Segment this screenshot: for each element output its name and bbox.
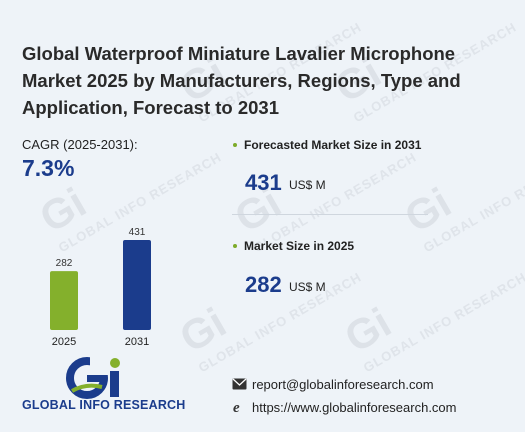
category-label: 2031: [125, 336, 149, 348]
watermark: Gi GLOBAL INFO RESEARCH: [336, 269, 525, 376]
bullet-icon: [233, 143, 237, 147]
bar-value-label: 282: [56, 258, 73, 269]
divider: [232, 214, 428, 215]
logo-mark-icon: [66, 357, 120, 399]
watermark: Gi GLOBAL INFO RESEARCH: [396, 149, 525, 256]
current-label: Market Size in 2025: [244, 239, 355, 253]
cagr-value: 7.3%: [22, 155, 75, 181]
bar-value-label: 431: [129, 227, 146, 238]
current-unit: US$ M: [289, 280, 326, 294]
bar-chart: 282 2025 431 2031: [50, 227, 151, 348]
cagr-label: CAGR (2025-2031):: [22, 137, 138, 152]
website-link[interactable]: https://www.globalinforesearch.com: [252, 400, 457, 415]
current-value: 282: [245, 272, 282, 297]
category-label: 2025: [52, 336, 76, 348]
email-link[interactable]: report@globalinforesearch.com: [252, 377, 434, 392]
bullet-icon: [233, 244, 237, 248]
forecast-value: 431: [245, 170, 282, 195]
page-title: Global Waterproof Miniature Lavalier Mic…: [22, 43, 461, 118]
bar-2031: [123, 240, 151, 330]
svg-text:e: e: [233, 400, 240, 414]
logo-text: GLOBAL INFO RESEARCH: [22, 398, 186, 412]
bar-2025: [50, 271, 78, 330]
globe-icon: e: [233, 400, 240, 414]
forecast-unit: US$ M: [289, 178, 326, 192]
forecast-label: Forecasted Market Size in 2031: [244, 138, 422, 152]
email-icon: [232, 378, 247, 390]
